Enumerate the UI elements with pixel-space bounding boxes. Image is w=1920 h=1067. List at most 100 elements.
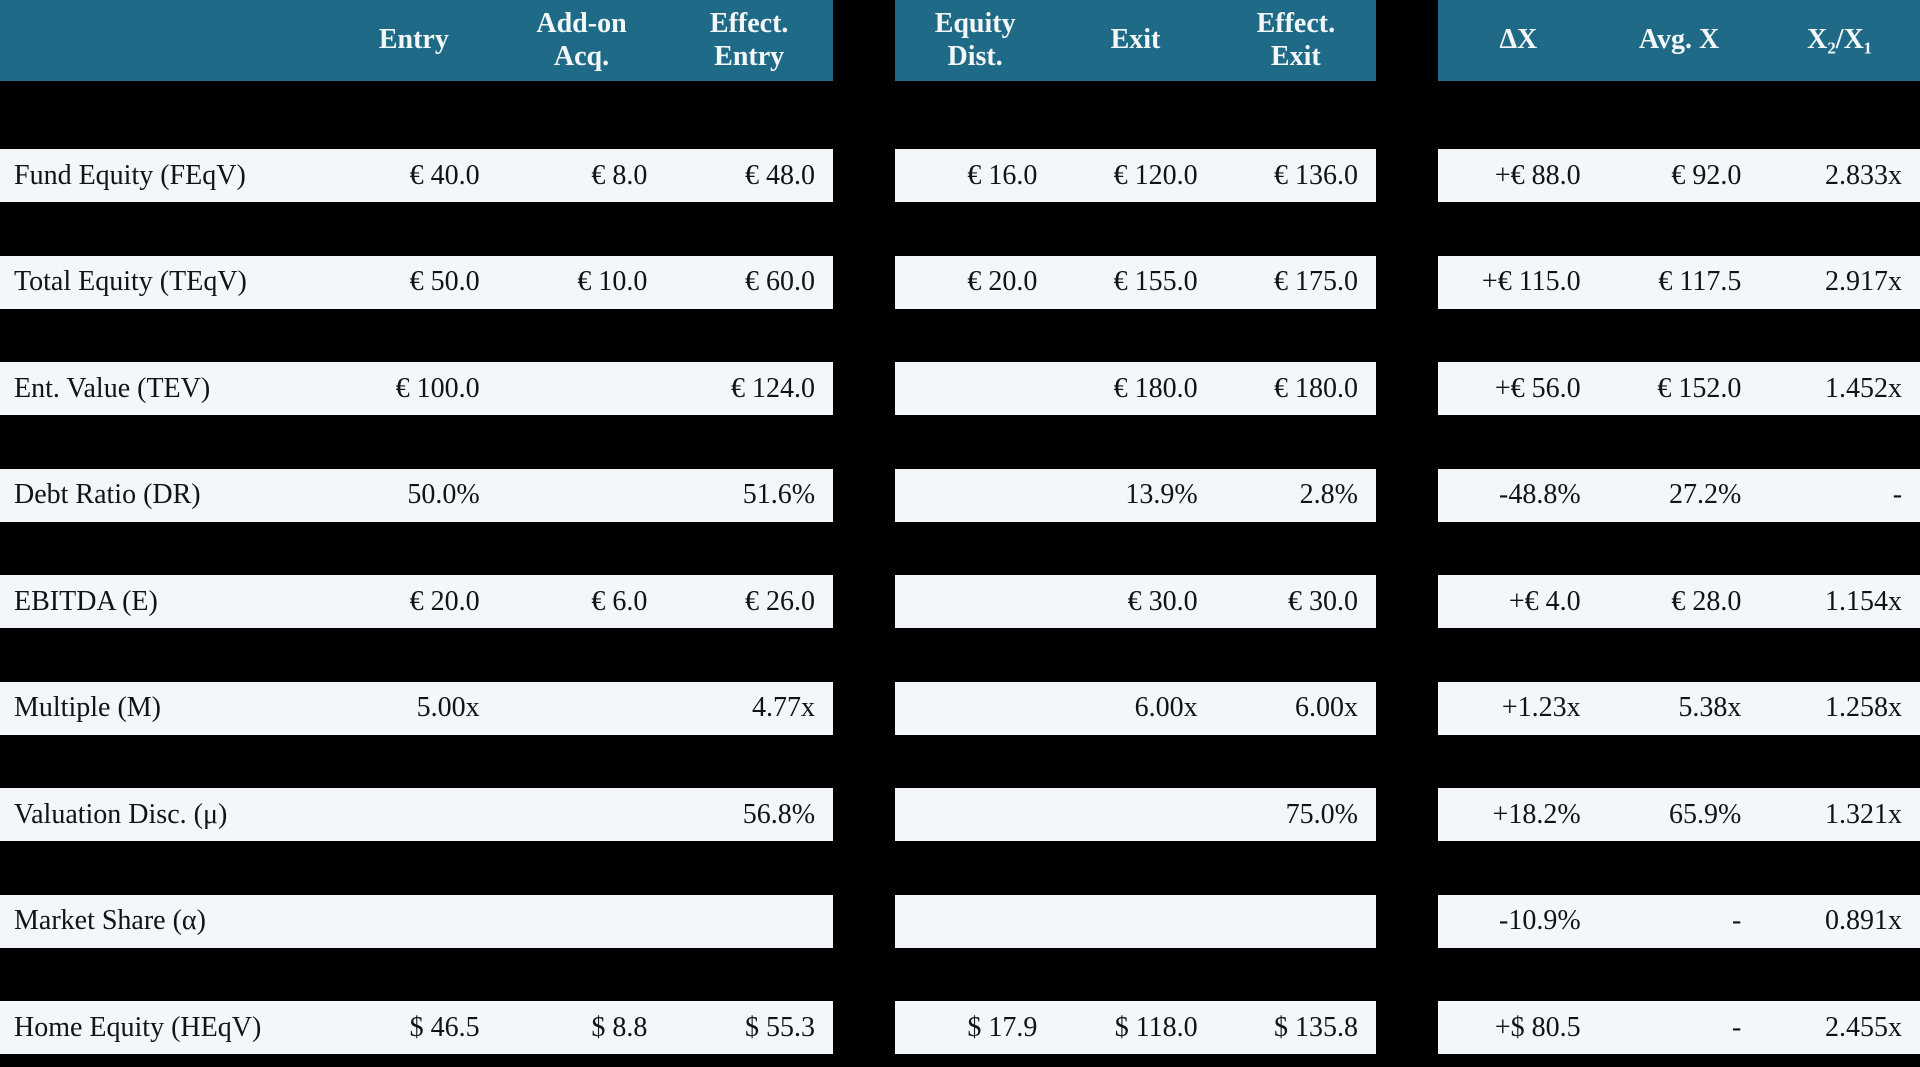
table-row: Debt Ratio (DR) 50.0% 51.6% 13.9% 2.8% -… bbox=[0, 468, 1920, 522]
row-entry-block: Multiple (M) 5.00x 4.77x bbox=[0, 681, 833, 735]
header-exit: Exit bbox=[1110, 24, 1161, 56]
cell-exit: € 180.0 bbox=[1113, 372, 1198, 404]
row-exit-block: 6.00x 6.00x bbox=[895, 681, 1376, 735]
cell-effective-exit: $ 135.8 bbox=[1273, 1011, 1358, 1043]
header-x2-over-x1: X₂/X₁ bbox=[1807, 24, 1873, 56]
cell-equity-dist bbox=[895, 682, 1055, 735]
header-effective-exit: Effect. Exit bbox=[1256, 8, 1336, 72]
cell-entry: $ 46.5 bbox=[409, 1011, 480, 1043]
cell-effective-entry: € 60.0 bbox=[745, 266, 816, 297]
row-exit-block: € 30.0 € 30.0 bbox=[895, 575, 1376, 628]
cell-x2-over-x1: 1.258x bbox=[1825, 692, 1903, 723]
table-row: Market Share (α) -10.9% - 0.891x bbox=[0, 894, 1920, 948]
row-label: Market Share (α) bbox=[14, 905, 206, 936]
row-entry-block: Market Share (α) bbox=[0, 894, 833, 948]
cell-effective-exit: € 136.0 bbox=[1273, 159, 1358, 191]
cell-entry: € 100.0 bbox=[395, 372, 480, 404]
row-exit-block bbox=[895, 894, 1376, 948]
cell-x2-over-x1: 0.891x bbox=[1825, 905, 1903, 936]
cell-entry: 50.0% bbox=[407, 479, 480, 510]
cell-exit: 6.00x bbox=[1134, 692, 1198, 723]
row-entry-block: Debt Ratio (DR) 50.0% 51.6% bbox=[0, 468, 833, 522]
cell-effective-entry: 51.6% bbox=[742, 479, 816, 510]
row-label: Multiple (M) bbox=[14, 692, 161, 723]
cell-addon-acq: $ 8.8 bbox=[591, 1011, 648, 1043]
cell-entry: € 50.0 bbox=[409, 266, 480, 297]
cell-exit: € 155.0 bbox=[1113, 266, 1198, 297]
row-label: Home Equity (HEqV) bbox=[14, 1011, 262, 1043]
cell-effective-entry: 56.8% bbox=[742, 798, 816, 830]
cell-effective-entry: € 48.0 bbox=[745, 159, 816, 191]
cell-equity-dist bbox=[895, 362, 1055, 415]
table-header: Entry Add-on Acq. Effect. Entry Equity D… bbox=[0, 0, 1920, 81]
row-exit-block: 75.0% bbox=[895, 788, 1376, 841]
cell-x2-over-x1: 1.321x bbox=[1825, 798, 1903, 830]
cell-avg-x: 5.38x bbox=[1678, 692, 1742, 723]
row-comparison-block: +€ 88.0 € 92.0 2.833x bbox=[1438, 149, 1920, 202]
cell-equity-dist bbox=[895, 895, 1055, 948]
row-comparison-block: -48.8% 27.2% - bbox=[1438, 468, 1920, 522]
row-exit-block: € 16.0 € 120.0 € 136.0 bbox=[895, 149, 1376, 202]
table-row: Total Equity (TEqV) € 50.0 € 10.0 € 60.0… bbox=[0, 255, 1920, 309]
cell-delta-x: -10.9% bbox=[1499, 905, 1581, 936]
cell-effective-exit bbox=[1216, 895, 1376, 948]
row-label: EBITDA (E) bbox=[14, 585, 158, 617]
row-exit-block: 13.9% 2.8% bbox=[895, 468, 1376, 522]
cell-equity-dist: $ 17.9 bbox=[967, 1011, 1038, 1043]
row-label: Ent. Value (TEV) bbox=[14, 372, 211, 404]
table-row: Valuation Disc. (μ) 56.8% 75.0% +18.2% 6… bbox=[0, 788, 1920, 841]
cell-exit bbox=[1055, 895, 1215, 948]
table-row: EBITDA (E) € 20.0 € 6.0 € 26.0 € 30.0 € … bbox=[0, 575, 1920, 628]
cell-effective-exit: € 175.0 bbox=[1273, 266, 1358, 297]
cell-equity-dist: € 20.0 bbox=[967, 266, 1038, 297]
cell-delta-x: +€ 56.0 bbox=[1494, 372, 1581, 404]
cell-effective-entry bbox=[665, 895, 833, 948]
cell-effective-exit: € 180.0 bbox=[1273, 372, 1358, 404]
cell-effective-entry: € 26.0 bbox=[745, 585, 816, 617]
cell-entry: 5.00x bbox=[416, 692, 480, 723]
cell-exit: € 30.0 bbox=[1127, 585, 1198, 617]
cell-addon-acq: € 10.0 bbox=[577, 266, 648, 297]
cell-addon-acq: € 8.0 bbox=[591, 159, 648, 191]
cell-avg-x: € 92.0 bbox=[1671, 159, 1742, 191]
cell-x2-over-x1: - bbox=[1892, 479, 1903, 510]
cell-equity-dist bbox=[895, 788, 1055, 841]
header-avg-x: Avg. X bbox=[1638, 24, 1720, 56]
header-addon-acq: Add-on Acq. bbox=[536, 8, 627, 72]
table-row: Ent. Value (TEV) € 100.0 € 124.0 € 180.0… bbox=[0, 362, 1920, 415]
row-entry-block: Valuation Disc. (μ) 56.8% bbox=[0, 788, 833, 841]
cell-addon-acq bbox=[498, 788, 666, 841]
row-entry-block: Ent. Value (TEV) € 100.0 € 124.0 bbox=[0, 362, 833, 415]
cell-equity-dist bbox=[895, 575, 1055, 628]
row-comparison-block: +€ 56.0 € 152.0 1.452x bbox=[1438, 362, 1920, 415]
header-entry: Entry bbox=[378, 24, 449, 56]
cell-x2-over-x1: 1.154x bbox=[1825, 585, 1903, 617]
cell-equity-dist: € 16.0 bbox=[967, 159, 1038, 191]
cell-entry bbox=[330, 788, 498, 841]
cell-avg-x: € 152.0 bbox=[1657, 372, 1742, 404]
row-label: Total Equity (TEqV) bbox=[14, 266, 247, 297]
cell-addon-acq bbox=[498, 682, 666, 735]
cell-addon-acq bbox=[498, 362, 666, 415]
cell-delta-x: +$ 80.5 bbox=[1494, 1011, 1581, 1043]
row-entry-block: Home Equity (HEqV) $ 46.5 $ 8.8 $ 55.3 bbox=[0, 1001, 833, 1054]
cell-entry: € 20.0 bbox=[409, 585, 480, 617]
header-group-comparison: ΔX Avg. X X₂/X₁ bbox=[1438, 0, 1920, 81]
row-label: Debt Ratio (DR) bbox=[14, 479, 201, 510]
table-row: Fund Equity (FEqV) € 40.0 € 8.0 € 48.0 €… bbox=[0, 149, 1920, 202]
cell-exit: 13.9% bbox=[1125, 479, 1198, 510]
row-comparison-block: +€ 115.0 € 117.5 2.917x bbox=[1438, 255, 1920, 309]
cell-avg-x: 27.2% bbox=[1669, 479, 1742, 510]
cell-delta-x: +€ 4.0 bbox=[1508, 585, 1581, 617]
cell-effective-entry: € 124.0 bbox=[731, 372, 816, 404]
cell-addon-acq: € 6.0 bbox=[591, 585, 648, 617]
cell-delta-x: +€ 88.0 bbox=[1494, 159, 1581, 191]
header-equity-dist: Equity Dist. bbox=[934, 8, 1016, 72]
header-group-exit: Equity Dist. Exit Effect. Exit bbox=[895, 0, 1376, 81]
cell-delta-x: +18.2% bbox=[1492, 798, 1581, 830]
row-comparison-block: +1.23x 5.38x 1.258x bbox=[1438, 681, 1920, 735]
cell-equity-dist bbox=[895, 469, 1055, 522]
row-label: Fund Equity (FEqV) bbox=[14, 159, 246, 191]
cell-effective-entry: 4.77x bbox=[752, 692, 816, 723]
